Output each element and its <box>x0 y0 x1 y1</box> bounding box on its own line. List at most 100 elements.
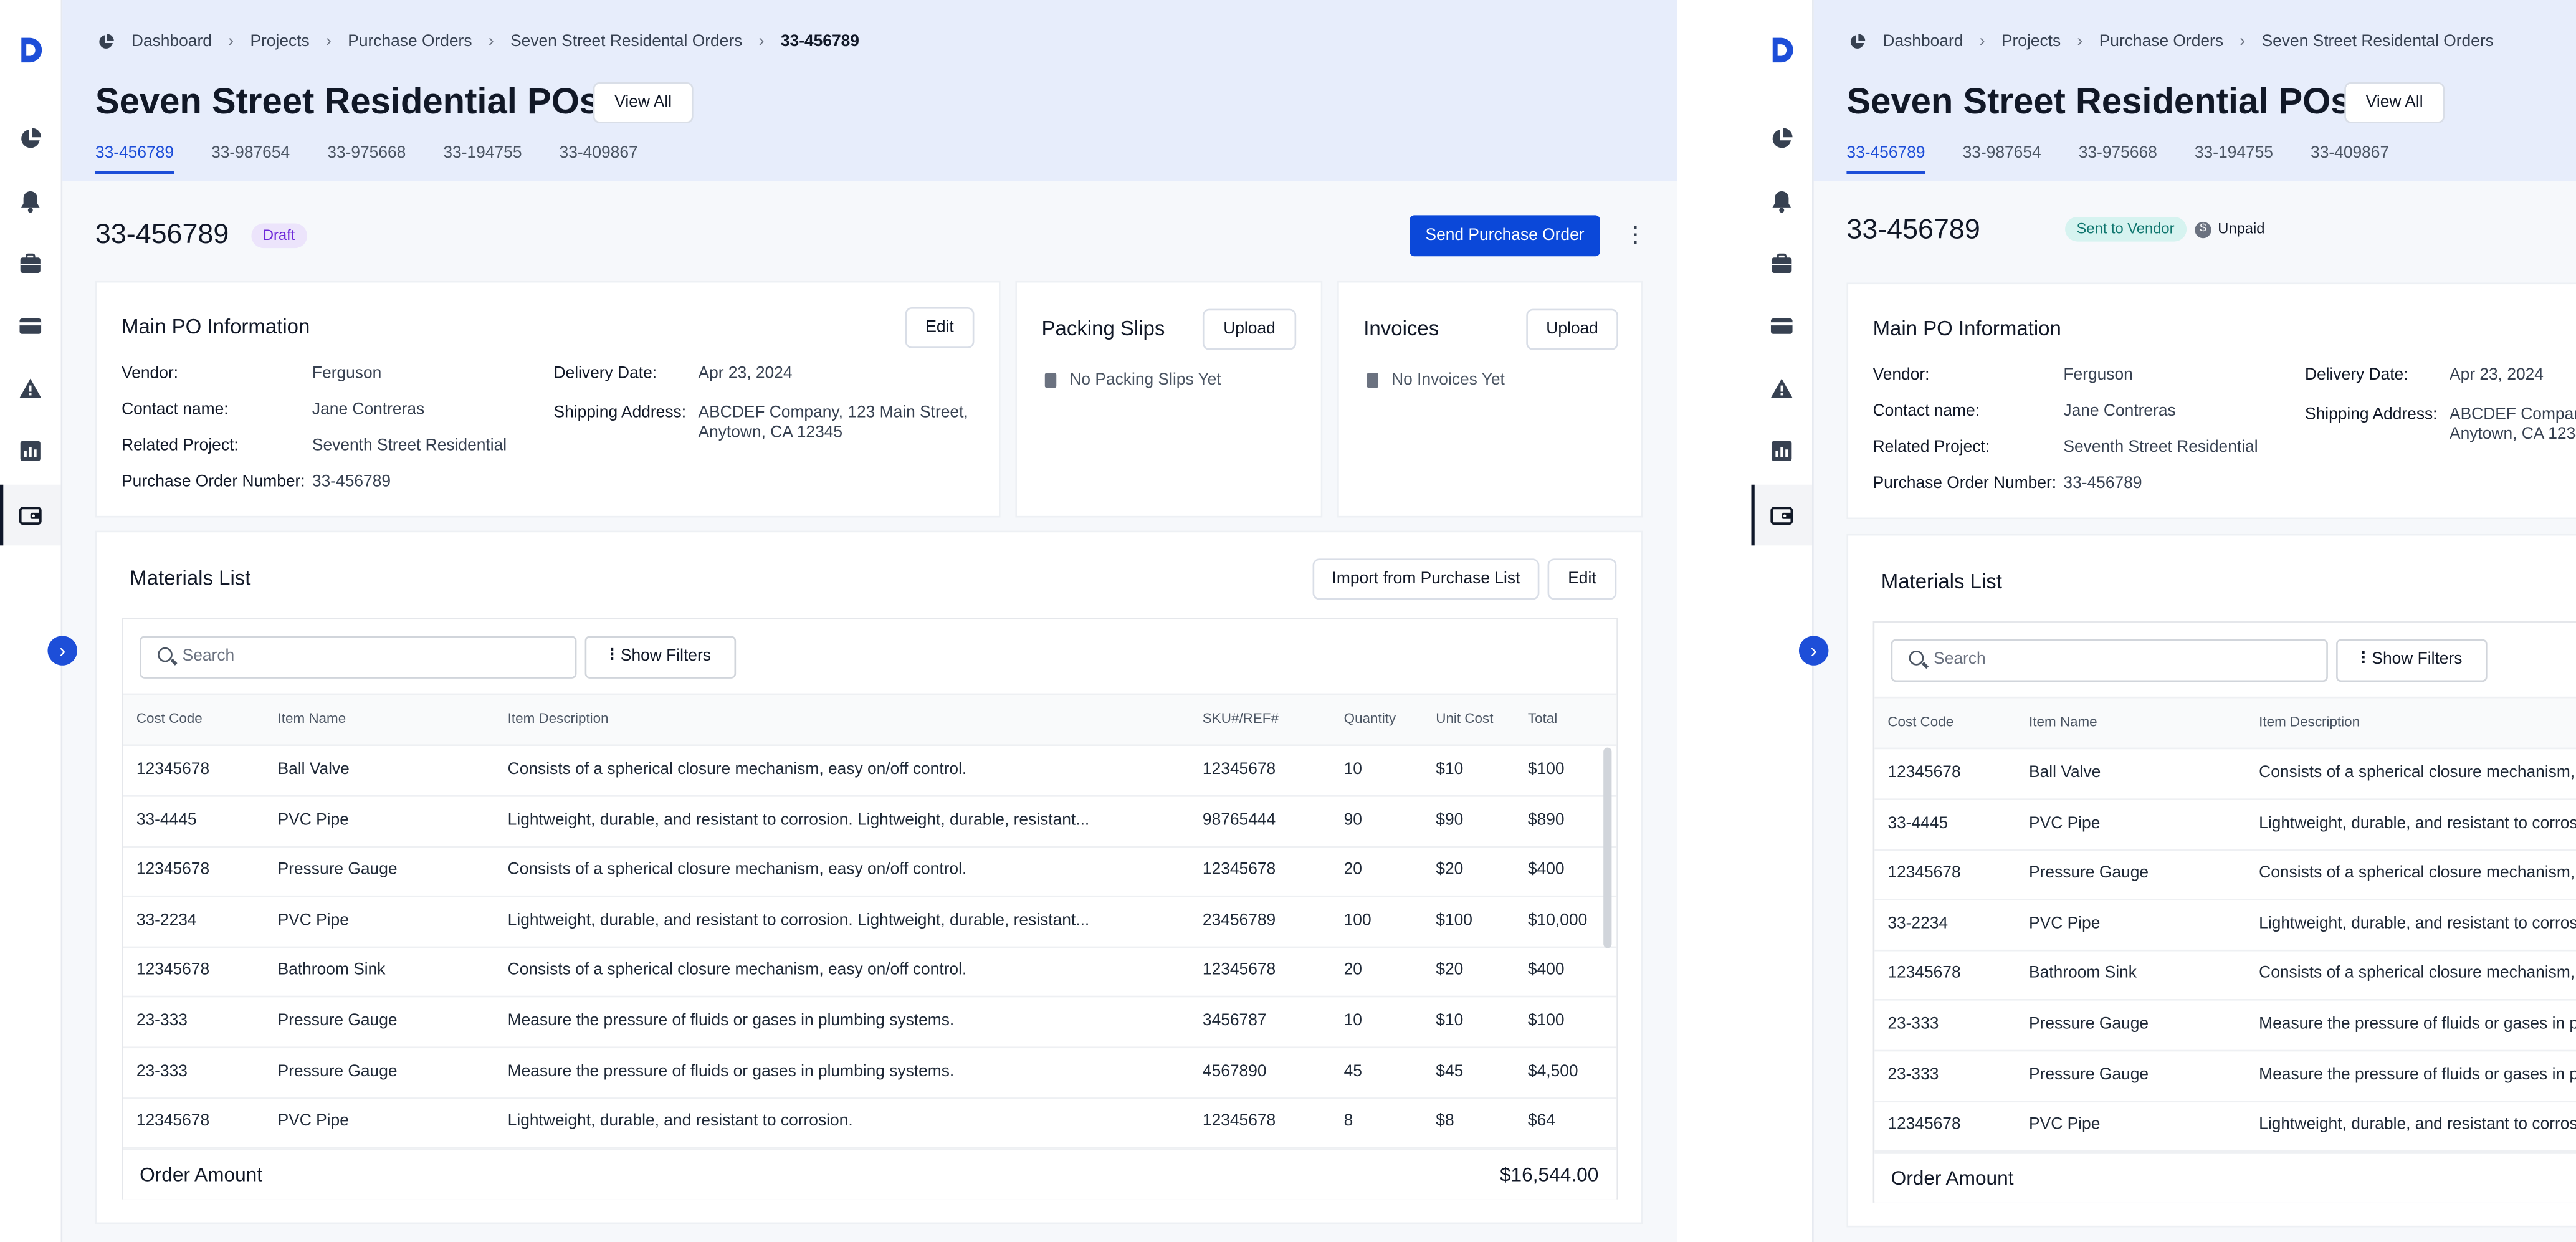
import-purchase-list-button[interactable]: Import from Purchase List <box>1312 558 1540 600</box>
breadcrumb-dashboard[interactable]: Dashboard <box>1882 32 1963 51</box>
quantity-cell: 20 <box>1343 962 1362 980</box>
tab-po-2[interactable]: 33-987654 <box>1962 145 2041 163</box>
quantity-cell: 8 <box>1343 1112 1353 1131</box>
upload-packing-slip-button[interactable]: Upload <box>1202 308 1297 350</box>
breadcrumb-purchase-orders[interactable]: Purchase Orders <box>348 32 472 51</box>
col-total[interactable]: Total <box>1527 709 1558 727</box>
col-quantity[interactable]: Quantity <box>1343 709 1396 727</box>
breadcrumb-residental-orders[interactable]: Seven Street Residental Orders <box>510 32 743 51</box>
main-po-info-title: Main PO Information <box>122 315 310 339</box>
tab-po-4[interactable]: 33-194755 <box>2194 145 2273 163</box>
bell-icon[interactable] <box>18 189 43 214</box>
chevron-right-icon[interactable]: › <box>1798 636 1829 666</box>
bar-chart-icon[interactable] <box>1769 439 1794 464</box>
search-input[interactable] <box>1934 641 2312 677</box>
wallet-icon[interactable] <box>18 503 43 528</box>
breadcrumb-home-icon[interactable] <box>97 33 115 51</box>
table-row[interactable]: 12345678 Bathroom Sink Consists of a spher… <box>123 947 1617 998</box>
po-number-label: Purchase Order Number: <box>1872 474 2057 493</box>
cost-code-cell: 23-333 <box>1887 1015 1939 1034</box>
table-row[interactable]: 33-2234 PVC Pipe Lightweight, durable, and… <box>1874 900 2576 951</box>
tab-po-1[interactable]: 33-456789 <box>95 145 174 174</box>
cost-code-cell: 12345678 <box>1887 965 1961 983</box>
table-row[interactable]: 23-333 Pressure Gauge Measure the pressure… <box>123 997 1617 1049</box>
col-cost-code[interactable]: Cost Code <box>136 709 203 727</box>
view-all-button[interactable]: View All <box>2344 82 2445 123</box>
breadcrumb-home-icon[interactable] <box>1848 33 1866 51</box>
po-number-value: 33-456789 <box>312 473 391 492</box>
send-purchase-order-button[interactable]: Send Purchase Order <box>1410 215 1600 257</box>
view-all-button[interactable]: View All <box>593 82 694 123</box>
table-row[interactable]: 12345678 Ball Valve Consists of a spherica… <box>123 746 1617 797</box>
credit-card-icon[interactable] <box>1769 314 1794 339</box>
cost-code-cell: 12345678 <box>1887 763 1961 782</box>
col-unit-cost[interactable]: Unit Cost <box>1436 709 1494 727</box>
table-row[interactable]: 12345678 PVC Pipe Lightweight, durable, an… <box>123 1098 1617 1149</box>
item-name-cell: Ball Valve <box>2029 763 2101 782</box>
table-row[interactable]: 33-4445 PVC Pipe Lightweight, durable, and… <box>123 796 1617 848</box>
breadcrumb: Dashboard › Projects › Purchase Orders ›… <box>97 33 876 51</box>
logo-icon[interactable] <box>20 36 43 64</box>
table-row[interactable]: 12345678 Pressure Gauge Consists of a sphe… <box>123 846 1617 898</box>
briefcase-icon[interactable] <box>1769 251 1794 276</box>
order-amount-label: Order Amount <box>1891 1166 2014 1190</box>
cost-code-cell: 23-333 <box>136 1062 188 1081</box>
pie-chart-icon[interactable] <box>1769 127 1794 151</box>
breadcrumb-projects[interactable]: Projects <box>2001 32 2061 51</box>
logo-icon[interactable] <box>1771 36 1794 64</box>
bell-icon[interactable] <box>1769 189 1794 214</box>
wallet-icon[interactable] <box>1769 503 1794 528</box>
credit-card-icon[interactable] <box>18 314 43 339</box>
col-sku[interactable]: SKU#/REF# <box>1202 709 1279 727</box>
tab-po-5[interactable]: 33-409867 <box>2311 145 2390 163</box>
breadcrumb-dashboard[interactable]: Dashboard <box>131 32 212 51</box>
chevron-right-icon[interactable]: › <box>47 636 77 666</box>
col-cost-code[interactable]: Cost Code <box>1887 713 1954 730</box>
cost-code-cell: 12345678 <box>136 1112 210 1131</box>
briefcase-icon[interactable] <box>18 251 43 276</box>
table-row[interactable]: 12345678 PVC Pipe Lightweight, durable, an… <box>1874 1101 2576 1152</box>
bar-chart-icon[interactable] <box>18 439 43 464</box>
col-item-name[interactable]: Item Name <box>2029 713 2097 730</box>
table-row[interactable]: 23-333 Pressure Gauge Measure the pressure… <box>1874 1051 2576 1102</box>
search-input[interactable] <box>182 637 561 674</box>
breadcrumb-purchase-orders[interactable]: Purchase Orders <box>2099 32 2224 51</box>
table-row[interactable]: 23-333 Pressure Gauge Measure the pressure… <box>1874 1001 2576 1052</box>
item-description-cell: Consists of a spherical closure mechanis… <box>2259 763 2576 782</box>
main-po-info-card: Main PO Information Edit Vendor: Ferguso… <box>95 280 1001 518</box>
unit-cost-cell: $20 <box>1436 861 1464 880</box>
breadcrumb-residental-orders[interactable]: Seven Street Residental Orders <box>2261 32 2494 51</box>
tab-po-4[interactable]: 33-194755 <box>443 145 522 163</box>
edit-materials-button[interactable]: Edit <box>1547 558 1617 600</box>
tab-po-2[interactable]: 33-987654 <box>211 145 290 163</box>
invoices-empty: No Invoices Yet <box>1367 371 1505 389</box>
show-filters-button[interactable]: ⫶ Show Filters <box>2336 639 2488 682</box>
table-row[interactable]: 12345678 Pressure Gauge Consists of a sphe… <box>1874 850 2576 901</box>
tab-po-5[interactable]: 33-409867 <box>559 145 638 163</box>
col-item-name[interactable]: Item Name <box>277 709 346 727</box>
table-scrollbar[interactable] <box>1603 747 1612 948</box>
cost-code-cell: 12345678 <box>136 760 210 779</box>
tab-po-3[interactable]: 33-975668 <box>2078 145 2157 163</box>
col-item-description[interactable]: Item Description <box>2259 713 2360 730</box>
total-cell: $100 <box>1527 1012 1565 1031</box>
edit-main-info-button[interactable]: Edit <box>905 307 975 348</box>
sidebar <box>1751 0 1814 1242</box>
table-row[interactable]: 33-2234 PVC Pipe Lightweight, durable, and… <box>123 897 1617 948</box>
tab-po-3[interactable]: 33-975668 <box>327 145 406 163</box>
more-options-icon[interactable]: ⋮ <box>1624 221 1646 247</box>
vendor-value: Ferguson <box>2063 366 2133 385</box>
breadcrumb-projects[interactable]: Projects <box>250 32 310 51</box>
warning-icon[interactable] <box>18 376 43 401</box>
pie-chart-icon[interactable] <box>18 127 43 151</box>
sku-cell: 98765444 <box>1202 811 1276 829</box>
tab-po-1[interactable]: 33-456789 <box>1846 145 1925 174</box>
col-item-description[interactable]: Item Description <box>507 709 609 727</box>
table-row[interactable]: 23-333 Pressure Gauge Measure the pressure… <box>123 1048 1617 1099</box>
table-row[interactable]: 12345678 Bathroom Sink Consists of a spher… <box>1874 950 2576 1001</box>
warning-icon[interactable] <box>1769 376 1794 401</box>
table-row[interactable]: 12345678 Ball Valve Consists of a spherica… <box>1874 749 2576 800</box>
table-row[interactable]: 33-4445 PVC Pipe Lightweight, durable, and… <box>1874 800 2576 851</box>
upload-invoice-button[interactable]: Upload <box>1526 308 1618 350</box>
show-filters-button[interactable]: ⫶ Show Filters <box>584 636 737 679</box>
